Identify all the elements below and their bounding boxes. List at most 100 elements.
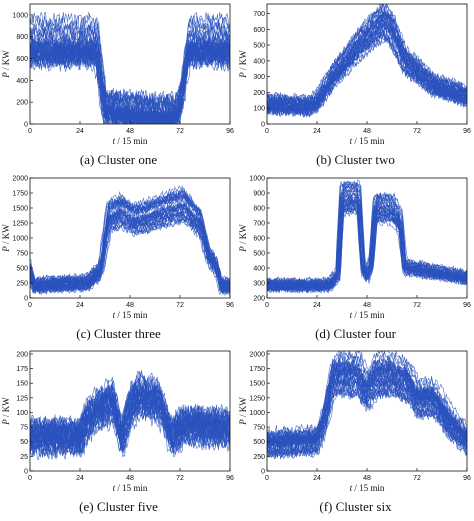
- x-tick-label: 24: [313, 475, 321, 482]
- y-tick-label: 300: [253, 74, 265, 81]
- y-tick-label: 700: [253, 11, 265, 18]
- y-axis-unit: / KW: [238, 224, 248, 247]
- series-group: [267, 4, 467, 118]
- series-line: [30, 55, 230, 124]
- y-tick-label: 0: [261, 469, 265, 476]
- y-axis-unit: / KW: [1, 50, 11, 73]
- y-axis-variable: P: [238, 419, 248, 426]
- series-line: [30, 211, 230, 290]
- series-line: [267, 13, 467, 116]
- series-line: [30, 185, 230, 284]
- chart-panel-5: 0 24 48 72 96 0 25 50 75 100 125 150 175 200 t / 15 mi…: [0, 347, 237, 520]
- series-line: [30, 23, 230, 112]
- series-line: [267, 19, 467, 115]
- x-axis-variable: t: [350, 483, 353, 493]
- x-axis-unit: / 15 min: [352, 136, 385, 146]
- series-line: [267, 377, 467, 456]
- y-tick-label: 100: [253, 106, 265, 113]
- y-tick-label: 600: [253, 27, 265, 34]
- y-tick-label: 1500: [12, 206, 28, 213]
- y-tick-label: 1500: [249, 381, 265, 388]
- series-line: [30, 397, 230, 455]
- x-axis-label: t / 15 min: [113, 310, 148, 320]
- series-group: [30, 370, 230, 461]
- x-tick-label: 72: [176, 128, 184, 135]
- series-line: [30, 53, 230, 124]
- series-line: [267, 351, 467, 437]
- series-line: [30, 385, 230, 446]
- x-axis-unit: / 15 min: [352, 483, 385, 493]
- y-tick-label: 1250: [249, 395, 265, 402]
- x-axis-variable: t: [350, 310, 353, 320]
- x-axis-label: t / 15 min: [113, 136, 148, 146]
- x-axis-unit: / 15 min: [115, 136, 148, 146]
- y-tick-label: 125: [16, 395, 28, 402]
- y-tick-label: 400: [253, 58, 265, 65]
- chart-svg: 0 24 48 72 96 0 100 200 300 400 500 600 700 t / 15 mi…: [238, 3, 471, 146]
- series-line: [267, 187, 467, 290]
- chart-svg: 0 24 48 72 96 200 300 400 500 600 700 800 900 1000 t /…: [238, 176, 471, 321]
- y-tick-label: 500: [253, 439, 265, 446]
- x-tick-label: 96: [463, 475, 471, 482]
- panel-caption: (d) Cluster four: [315, 326, 396, 341]
- y-axis-variable: P: [1, 72, 11, 79]
- x-axis-label: t / 15 min: [350, 483, 385, 493]
- y-tick-label: 500: [16, 266, 28, 273]
- series-line: [267, 12, 467, 105]
- y-tick-label: 1750: [249, 366, 265, 373]
- series-line: [30, 202, 230, 293]
- series-line: [267, 379, 467, 454]
- series-line: [267, 197, 467, 294]
- series-group: [267, 179, 467, 294]
- y-axis-label: P / KW: [238, 397, 248, 426]
- y-tick-label: 800: [16, 34, 28, 41]
- x-axis-unit: / 15 min: [115, 483, 148, 493]
- y-tick-label: 200: [16, 100, 28, 107]
- y-tick-label: 0: [261, 122, 265, 129]
- x-tick-label: 0: [28, 475, 32, 482]
- y-tick-label: 250: [16, 281, 28, 288]
- y-axis-label: P / KW: [1, 50, 11, 79]
- x-tick-label: 96: [226, 128, 234, 135]
- series-line: [267, 385, 467, 459]
- panel-caption: (a) Cluster one: [79, 152, 158, 167]
- x-tick-label: 72: [413, 128, 421, 135]
- x-axis-variable: t: [113, 136, 116, 146]
- y-tick-label: 200: [16, 351, 28, 358]
- x-tick-label: 24: [76, 128, 84, 135]
- x-tick-label: 48: [363, 128, 371, 135]
- x-tick-label: 48: [126, 302, 134, 309]
- chart-panel-2: 0 24 48 72 96 0 100 200 300 400 500 600 700 t / 15 mi…: [237, 0, 474, 173]
- y-tick-label: 50: [20, 439, 28, 446]
- series-line: [30, 397, 230, 447]
- y-tick-label: 1000: [249, 410, 265, 417]
- x-axis-label: t / 15 min: [350, 310, 385, 320]
- x-tick-label: 48: [363, 302, 371, 309]
- y-axis-variable: P: [238, 246, 248, 253]
- series-line: [30, 205, 230, 287]
- y-tick-label: 2000: [249, 351, 265, 358]
- x-tick-label: 24: [76, 302, 84, 309]
- y-tick-label: 800: [253, 206, 265, 213]
- y-tick-label: 2000: [12, 176, 28, 183]
- y-axis-label: P / KW: [238, 50, 248, 79]
- y-axis-unit: / KW: [1, 224, 11, 247]
- series-line: [267, 367, 467, 446]
- x-tick-label: 48: [363, 475, 371, 482]
- panel-caption: (e) Cluster five: [79, 499, 158, 514]
- x-tick-label: 24: [313, 302, 321, 309]
- x-tick-label: 48: [126, 475, 134, 482]
- y-tick-label: 1250: [12, 221, 28, 228]
- y-tick-label: 400: [16, 78, 28, 85]
- y-tick-label: 500: [253, 251, 265, 258]
- y-tick-label: 250: [253, 454, 265, 461]
- y-tick-label: 1000: [12, 12, 28, 19]
- x-axis-label: t / 15 min: [113, 483, 148, 493]
- y-tick-label: 600: [16, 56, 28, 63]
- x-tick-label: 0: [28, 302, 32, 309]
- series-line: [267, 358, 467, 446]
- series-line: [30, 11, 230, 107]
- y-tick-label: 175: [16, 366, 28, 373]
- panel-caption: (f) Cluster six: [319, 499, 392, 514]
- chart-svg: 0 24 48 72 96 0 250 500 750 1000 1250 1500 1750 2000 t…: [238, 350, 471, 493]
